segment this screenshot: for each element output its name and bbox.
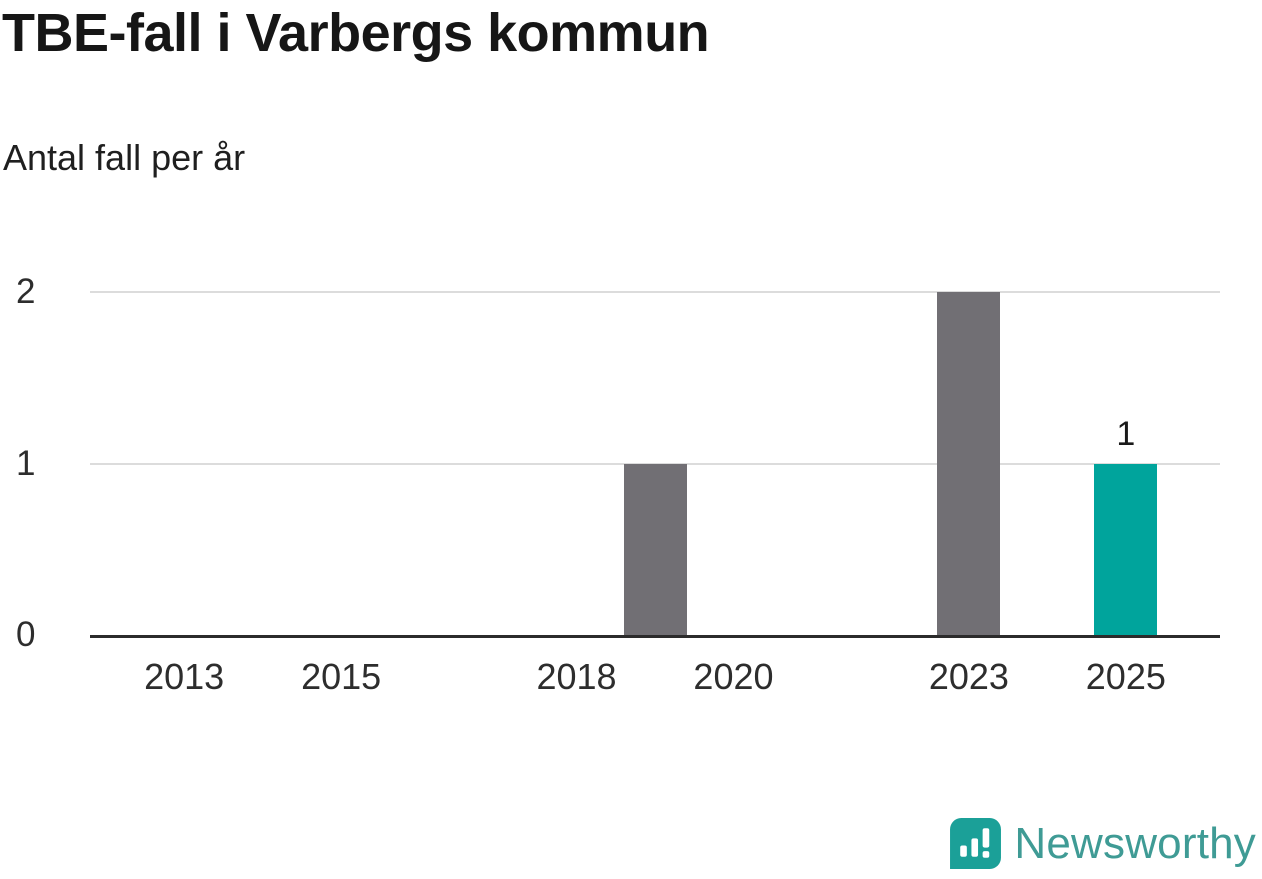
bar-2023 [937,292,1001,635]
x-tick-label: 2015 [301,656,382,697]
plot-area: 1 [90,291,1220,638]
chart-area: 1 0 1 2 2013 2015 2018 2020 2023 2025 [0,272,1262,732]
y-tick-label: 2 [16,272,36,311]
x-tick-label: 2025 [1085,656,1166,697]
bar-value-label: 1 [1116,414,1136,453]
y-tick-label: 1 [16,443,36,483]
chart-subtitle: Antal fall per år [3,137,246,178]
x-tick-label: 2020 [693,656,774,697]
newsworthy-logo-icon [948,816,1003,871]
x-tick-label: 2013 [144,656,225,697]
y-tick-label: 0 [16,615,36,654]
bar-2025 [1094,463,1158,635]
chart-title: TBE-fall i Varbergs kommun [2,3,710,63]
newsworthy-logo-text: Newsworthy [1014,818,1256,868]
x-tick-label: 2023 [928,656,1009,697]
newsworthy-logo: Newsworthy [948,816,1256,871]
bar-2019 [623,463,687,635]
gridline [90,291,1220,293]
x-tick-label: 2018 [536,656,617,697]
